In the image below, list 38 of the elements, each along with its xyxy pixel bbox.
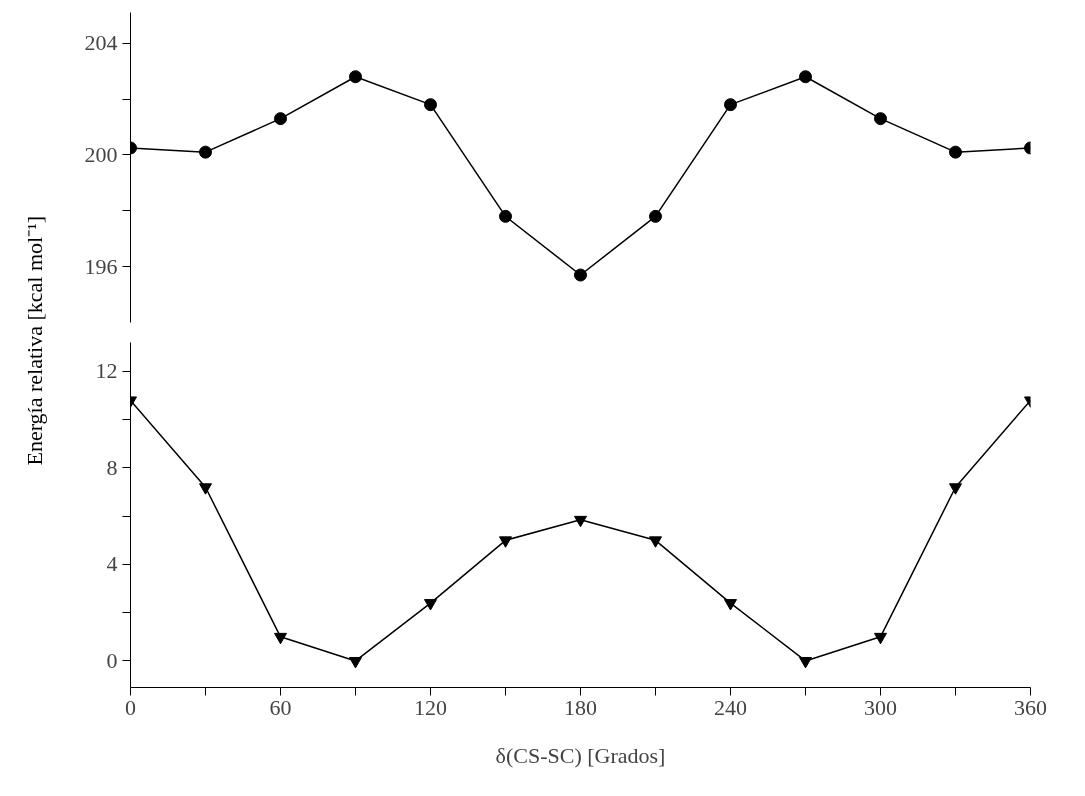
point bbox=[649, 536, 662, 548]
y-tick-label: 8 bbox=[106, 454, 118, 480]
x-tick-label: 180 bbox=[564, 694, 597, 720]
point bbox=[199, 483, 212, 495]
point bbox=[724, 599, 737, 611]
x-tick-label: 360 bbox=[1014, 694, 1047, 720]
x-tick-label: 120 bbox=[414, 694, 447, 720]
point bbox=[874, 632, 887, 645]
point bbox=[574, 515, 587, 528]
y-tick-label: 0 bbox=[106, 647, 118, 673]
x-axis-title: δ(CS-SC) [Grados] bbox=[495, 742, 666, 768]
y-tick-label: 196 bbox=[84, 253, 118, 279]
point bbox=[649, 209, 662, 223]
point bbox=[949, 145, 962, 159]
point bbox=[349, 70, 362, 84]
y-tick-label: 204 bbox=[84, 30, 118, 56]
point bbox=[199, 145, 212, 159]
point bbox=[799, 657, 812, 669]
point bbox=[574, 268, 587, 282]
x-tick-label: 300 bbox=[864, 694, 897, 720]
point bbox=[949, 483, 962, 495]
point bbox=[874, 112, 887, 126]
point bbox=[799, 70, 812, 84]
y-tick-label: 12 bbox=[95, 358, 118, 384]
y-tick-label: 200 bbox=[84, 141, 118, 167]
y-tick-label: 4 bbox=[106, 551, 118, 577]
point bbox=[499, 209, 512, 223]
point bbox=[274, 112, 287, 126]
point bbox=[274, 632, 287, 645]
point bbox=[349, 657, 362, 669]
x-tick-label: 0 bbox=[125, 694, 136, 720]
point bbox=[499, 536, 512, 548]
point bbox=[424, 599, 437, 611]
x-tick-label: 240 bbox=[714, 694, 747, 720]
y-axis-title: Energía relativa [kcal mol⁻¹] bbox=[21, 214, 49, 468]
point bbox=[424, 98, 437, 112]
x-tick-label: 60 bbox=[269, 694, 292, 720]
point bbox=[724, 98, 737, 112]
